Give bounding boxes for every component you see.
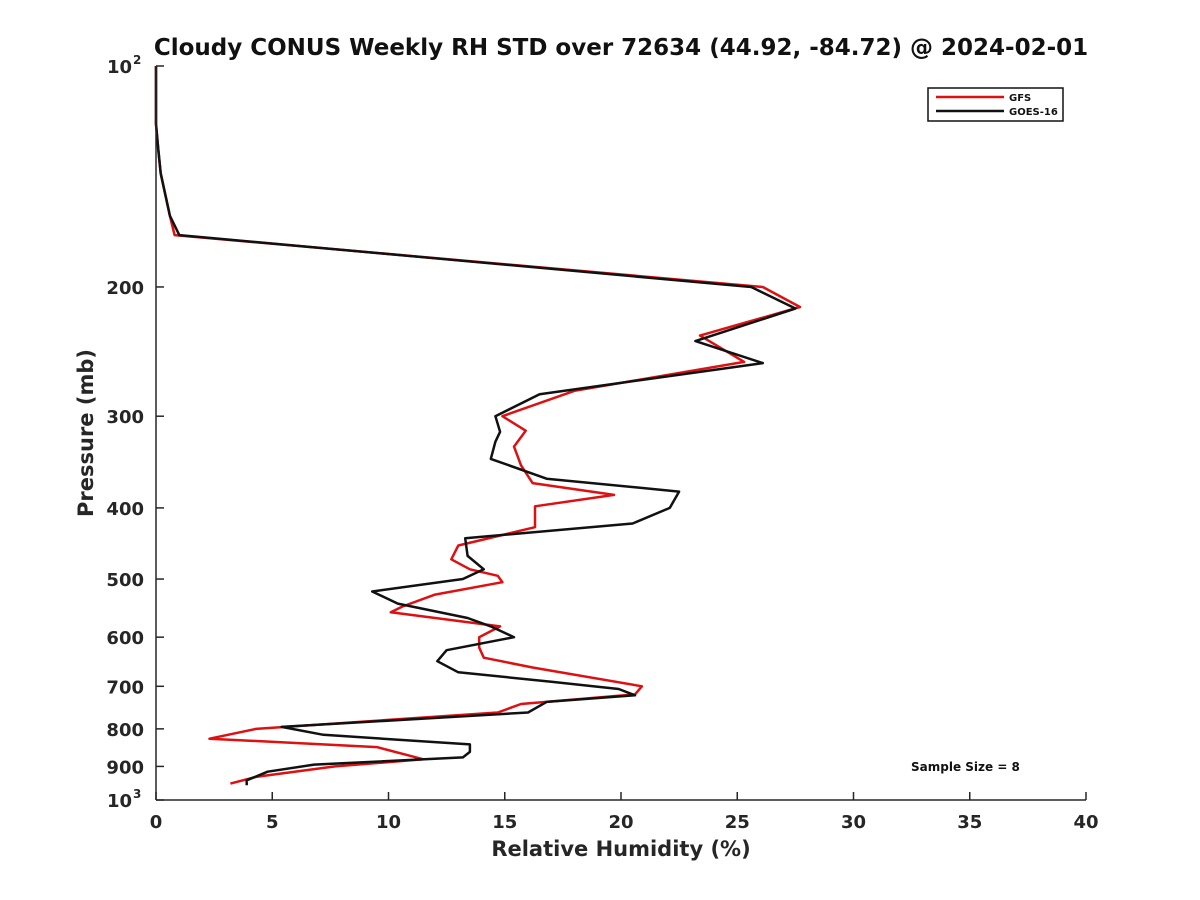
legend-label-gfs: GFS — [1009, 93, 1031, 104]
y-tick-label: 200 — [106, 278, 144, 299]
y-tick-label: 800 — [106, 720, 144, 741]
y-tick-label: 300 — [106, 407, 144, 428]
series-layer — [154, 66, 802, 786]
x-tick-label: 35 — [957, 812, 982, 833]
y-tick-label: 700 — [106, 677, 144, 698]
y-tick-label: 400 — [106, 499, 144, 520]
y-axis-label: Pressure (mb) — [74, 349, 98, 517]
x-tick-label: 40 — [1073, 812, 1098, 833]
x-tick-label: 15 — [492, 812, 517, 833]
y-tick-label: 900 — [106, 757, 144, 778]
legend-label-goes-16: GOES-16 — [1009, 107, 1058, 118]
x-ticks: 0 5 10 15 20 25 30 35 40 — [150, 792, 1099, 833]
legend-box — [927, 87, 1064, 122]
y-tick-label: 600 — [106, 628, 144, 649]
y-tick-label: 10 — [107, 57, 132, 78]
x-tick-label: 30 — [841, 812, 866, 833]
chart-title: Cloudy CONUS Weekly RH STD over 72634 (4… — [154, 35, 1088, 61]
x-tick-label: 0 — [150, 812, 163, 833]
x-axis-label: Relative Humidity (%) — [491, 837, 750, 861]
y-tick-label: 10 — [107, 791, 132, 812]
x-tick-label: 10 — [376, 812, 401, 833]
series-line-gfs — [154, 66, 802, 785]
x-tick-label: 25 — [725, 812, 750, 833]
y-tick-exponent: 2 — [133, 53, 141, 67]
y-tick-exponent: 3 — [133, 787, 141, 801]
legend: GFS GOES-16 — [927, 87, 1064, 122]
x-tick-label: 5 — [266, 812, 279, 833]
series-line-goes-16 — [154, 66, 797, 786]
y-tick-label: 500 — [106, 570, 144, 591]
x-tick-label: 20 — [608, 812, 633, 833]
plot-area: 0 5 10 15 20 25 30 35 40 10 220030040050060070080… — [106, 53, 1098, 833]
sample-size-annotation: Sample Size = 8 — [911, 760, 1020, 774]
